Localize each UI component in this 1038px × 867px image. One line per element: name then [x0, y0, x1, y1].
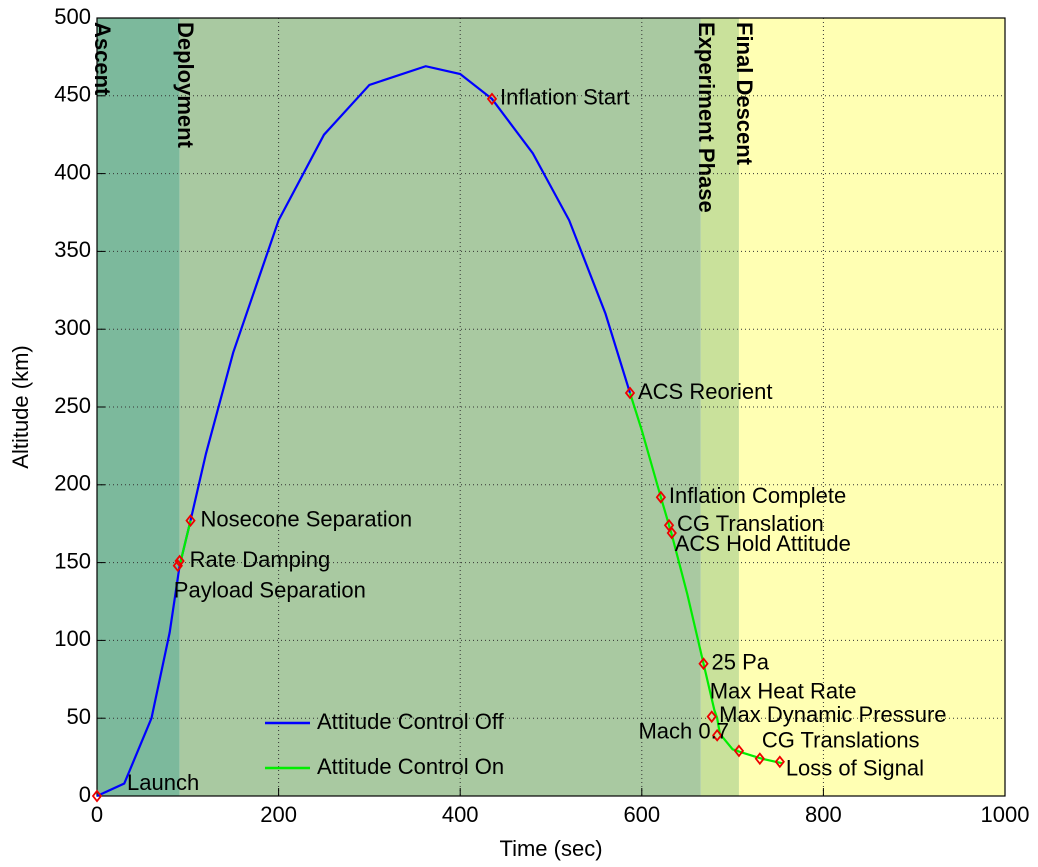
- event-label: CG Translations: [762, 727, 920, 752]
- event-label: ACS Reorient: [638, 379, 773, 404]
- plot-layer: Ascent Deployment Experiment Phase Final De…: [90, 17, 1006, 797]
- event-marker: [706, 710, 717, 724]
- event-label: Mach 0.7: [638, 719, 729, 744]
- y-tick-label: 50: [67, 704, 91, 729]
- event-marker: [486, 92, 498, 106]
- phase-label: Experiment Phase: [694, 22, 719, 213]
- legend-label: Attitude Control On: [317, 754, 504, 779]
- event-label: Rate Damping: [190, 547, 331, 572]
- event-marker: [624, 386, 636, 400]
- event-label: Max Heat Rate: [710, 678, 857, 703]
- phase-band: [738, 18, 1005, 796]
- y-axis-label: Altitude (km): [8, 345, 33, 468]
- x-tick-label: 0: [91, 802, 103, 827]
- y-tick-label: 500: [54, 4, 91, 29]
- event-marker: [185, 514, 196, 528]
- event-marker: [698, 657, 709, 671]
- event-label: Payload Separation: [174, 578, 366, 603]
- event-marker: [774, 755, 785, 769]
- y-tick-label: 200: [54, 471, 91, 496]
- x-tick-label: 1000: [981, 802, 1030, 827]
- event-label: Launch: [127, 770, 199, 795]
- y-tick-label: 350: [54, 237, 91, 262]
- y-tick-label: 450: [54, 82, 91, 107]
- event-marker: [754, 752, 765, 766]
- plot-frame: [96, 17, 1006, 797]
- line-series: [96, 65, 632, 798]
- event-label: Nosecone Separation: [201, 506, 413, 531]
- legend-label: Attitude Control Off: [317, 709, 505, 734]
- event-label: Inflation Start: [500, 85, 630, 110]
- event-marker: [712, 728, 723, 742]
- event-marker: [91, 789, 103, 803]
- y-tick-label: 300: [54, 315, 91, 340]
- phase-label: Ascent: [90, 22, 115, 96]
- event-label: Max Dynamic Pressure: [719, 702, 946, 727]
- event-marker: [174, 554, 185, 568]
- phase-label: Deployment: [173, 22, 198, 149]
- x-tick-label: 800: [805, 802, 842, 827]
- event-marker: [655, 490, 667, 504]
- event-label: ACS Hold Attitude: [675, 531, 851, 556]
- y-tick-label: 100: [54, 626, 91, 651]
- event-label: 25 Pa: [712, 650, 770, 675]
- y-tick-label: 150: [54, 548, 91, 573]
- phase-label: Final Descent: [732, 22, 757, 166]
- event-marker: [666, 526, 677, 540]
- y-tick-label: 0: [79, 782, 91, 807]
- y-tick-label: 250: [54, 393, 91, 418]
- y-tick-label: 400: [54, 159, 91, 184]
- event-label: Loss of Signal: [786, 756, 924, 781]
- event-label: Inflation Complete: [669, 483, 846, 508]
- phase-band: [700, 18, 739, 796]
- x-tick-label: 200: [260, 802, 297, 827]
- x-tick-label: 600: [623, 802, 660, 827]
- x-axis-label: Time (sec): [499, 836, 602, 861]
- x-tick-label: 400: [442, 802, 479, 827]
- event-marker: [733, 744, 745, 758]
- event-label: CG Translation: [677, 511, 824, 536]
